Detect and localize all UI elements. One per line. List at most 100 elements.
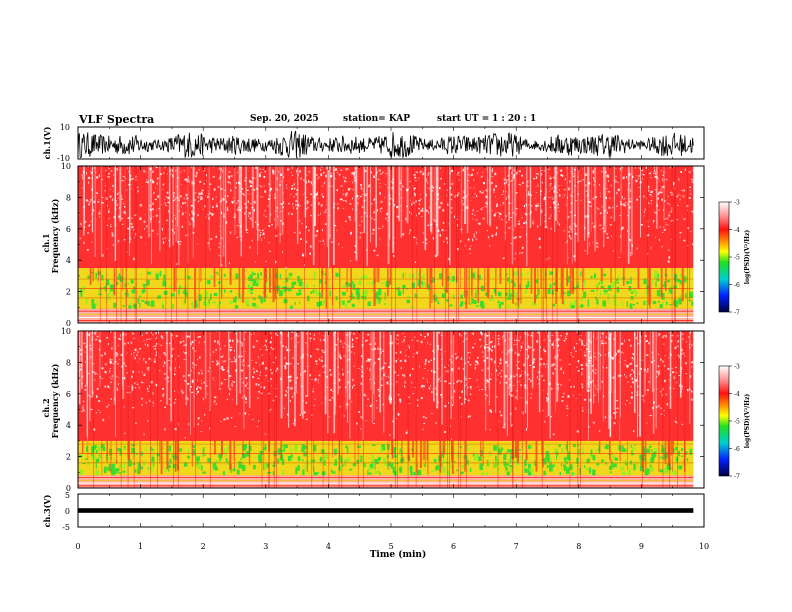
- spectrogram-cell: [678, 356, 681, 358]
- freq-tick-label: 0: [66, 484, 71, 493]
- spectrogram-cell: [513, 173, 516, 177]
- spectrogram-cell: [357, 368, 360, 369]
- spectrogram-cell: [673, 166, 675, 168]
- spectrogram-cell: [231, 384, 233, 387]
- spectrogram-cell: [486, 230, 489, 232]
- spectrogram-cell: [175, 335, 178, 337]
- spectrogram-cell: [352, 343, 353, 346]
- spectrogram-cell: [543, 379, 545, 382]
- spectrogram-cell: [574, 166, 576, 262]
- spectrogram-cell: [290, 387, 293, 390]
- spectrogram-cell: [552, 166, 554, 323]
- spectrogram-cell: [650, 246, 652, 250]
- spectrogram-cell: [223, 212, 225, 216]
- spectrogram-cell: [212, 166, 215, 168]
- spectrogram-cell: [222, 368, 224, 371]
- spectrogram-cell: [278, 170, 280, 173]
- spectrogram-cell: [98, 268, 99, 282]
- spectrogram-cell: [311, 183, 313, 185]
- spectrogram-cell: [377, 268, 380, 283]
- spectrogram-cell: [236, 202, 238, 204]
- spectrogram-cell: [346, 334, 347, 336]
- spectrogram-cell: [121, 198, 123, 201]
- spectrogram-cell: [440, 446, 444, 453]
- spectrogram-cell: [171, 293, 175, 297]
- spectrogram-cell: [259, 348, 262, 350]
- spectrogram-cell: [101, 202, 104, 204]
- spectrogram-cell: [631, 362, 633, 365]
- time-tick-label: 2: [201, 542, 206, 551]
- spectrogram-cell: [519, 236, 522, 238]
- spectrogram-cell: [318, 348, 320, 351]
- spectrogram-cell: [417, 271, 420, 276]
- spectrogram-cell: [597, 444, 600, 450]
- spectrogram-cell: [690, 341, 692, 342]
- spectrogram-cell: [652, 300, 657, 305]
- spectrogram-cell: [277, 166, 279, 227]
- spectrogram-cell: [257, 273, 260, 279]
- spectrogram-cell: [401, 341, 404, 343]
- spectrogram-cell: [342, 464, 344, 467]
- spectrogram-cell: [229, 374, 232, 377]
- spectrogram-cell: [521, 346, 523, 349]
- spectrogram-cell: [361, 232, 363, 234]
- spectrogram-cell: [153, 360, 156, 363]
- spectrogram-cell: [451, 355, 453, 357]
- spectrogram-cell: [89, 347, 92, 350]
- spectrogram-cell: [321, 193, 323, 196]
- spectrogram-cell: [82, 166, 85, 236]
- spectrogram-cell: [366, 367, 368, 369]
- spectrogram-cell: [528, 378, 530, 380]
- spectrogram-cell: [266, 463, 270, 468]
- spectrogram-cell: [330, 469, 333, 473]
- spectrogram-cell: [498, 420, 500, 423]
- spectrogram-cell: [342, 247, 344, 248]
- spectrogram-cell: [156, 453, 160, 457]
- spectrogram-cell: [102, 254, 104, 257]
- spectrogram-cell: [197, 196, 200, 199]
- spectrogram-cell: [118, 471, 122, 474]
- spectrogram-cell: [257, 377, 260, 380]
- spectrogram-cell: [514, 302, 517, 306]
- spectrogram-cell: [420, 340, 423, 344]
- spectrogram-cell: [316, 197, 319, 199]
- spectrogram-cell: [505, 462, 509, 466]
- spectrogram-cell: [472, 346, 475, 349]
- spectrogram-cell: [122, 331, 124, 387]
- spectrogram-cell: [99, 348, 101, 351]
- spectrogram-cell: [650, 177, 652, 179]
- spectrogram-cell: [202, 209, 204, 211]
- spectrogram-cell: [380, 172, 382, 175]
- spectrogram-cell: [499, 358, 502, 361]
- spectrogram-cell: [408, 396, 410, 399]
- spectrogram-cell: [299, 279, 302, 285]
- ch2-colorbar: [718, 365, 730, 477]
- spectrogram-cell: [504, 166, 506, 241]
- spectrogram-cell: [156, 209, 157, 211]
- spectrogram-cell: [224, 360, 226, 363]
- spectrogram-cell: [157, 207, 160, 209]
- spectrogram-cell: [135, 422, 137, 424]
- spectrogram-cell: [301, 448, 304, 452]
- spectrogram-cell: [106, 224, 108, 226]
- spectrogram-cell: [322, 229, 323, 232]
- spectrogram-cell: [630, 291, 634, 294]
- spectrogram-cell: [140, 236, 143, 239]
- spectrogram-cell: [320, 359, 323, 362]
- spectrogram-cell: [613, 463, 617, 468]
- spectrogram-cell: [625, 403, 626, 406]
- spectrogram-cell: [245, 377, 248, 380]
- spectrogram-cell: [95, 458, 100, 463]
- spectrogram-cell: [257, 383, 260, 386]
- spectrogram-cell: [471, 272, 476, 279]
- spectrogram-cell: [414, 293, 417, 298]
- spectrogram-cell: [423, 385, 425, 388]
- spectrogram-cell: [330, 241, 333, 243]
- spectrogram-cell: [301, 444, 306, 451]
- spectrogram-cell: [133, 286, 136, 294]
- spectrogram-cell: [472, 332, 474, 335]
- spectrogram-cell: [265, 216, 267, 218]
- spectrogram-cell: [363, 166, 366, 234]
- spectrogram-cell: [290, 337, 292, 340]
- spectrogram-cell: [542, 389, 544, 391]
